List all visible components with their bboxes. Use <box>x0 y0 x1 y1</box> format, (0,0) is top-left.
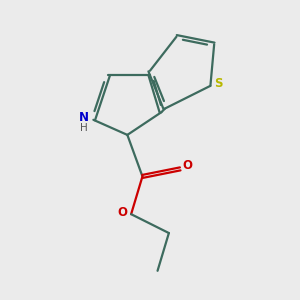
Text: N: N <box>79 111 89 124</box>
Text: O: O <box>118 206 128 219</box>
Text: S: S <box>214 77 223 90</box>
Text: O: O <box>183 159 193 172</box>
Text: H: H <box>80 123 88 133</box>
